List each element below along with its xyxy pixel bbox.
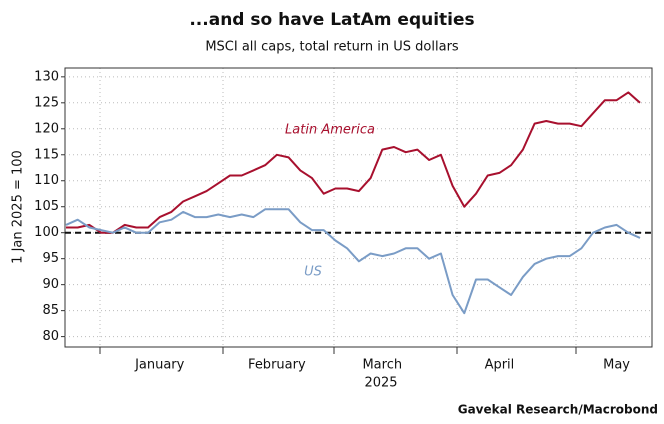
source: Gavekal Research/Macrobond — [458, 403, 658, 417]
y-tick-label: 95 — [42, 251, 59, 266]
plot-frame — [64, 67, 653, 348]
month-ticks — [99, 347, 577, 354]
y-axis-label: 1 Jan 2025 = 100 — [11, 150, 26, 264]
chart-title: ...and so have LatAm equities — [189, 10, 474, 30]
chart-subtitle: MSCI all caps, total return in US dollar… — [205, 40, 459, 55]
y-tick-label: 85 — [42, 303, 59, 318]
y-tick-label: 130 — [34, 69, 59, 84]
month-grid — [99, 68, 577, 347]
y-tick-label: 100 — [34, 225, 59, 240]
y-tick-label: 80 — [42, 329, 59, 344]
y-tick-label: 110 — [34, 173, 59, 188]
series-line — [65, 208, 641, 315]
y-tick-label: 115 — [34, 147, 59, 162]
series-line — [66, 91, 641, 234]
y-tick-label: 105 — [34, 199, 59, 214]
y-tick-label: 125 — [34, 95, 59, 110]
x-tick-label: May — [603, 358, 630, 373]
y-tick-label: 90 — [42, 277, 59, 292]
series-label: US — [304, 265, 322, 280]
x-axis-label: 2025 — [364, 376, 397, 391]
y-tick-label: 120 — [34, 121, 59, 136]
x-tick-label: April — [485, 358, 515, 373]
x-tick-label: January — [134, 358, 185, 373]
series-label: Latin America — [285, 123, 375, 138]
x-tick-label: February — [248, 358, 306, 373]
x-tick-label: March — [362, 358, 402, 373]
